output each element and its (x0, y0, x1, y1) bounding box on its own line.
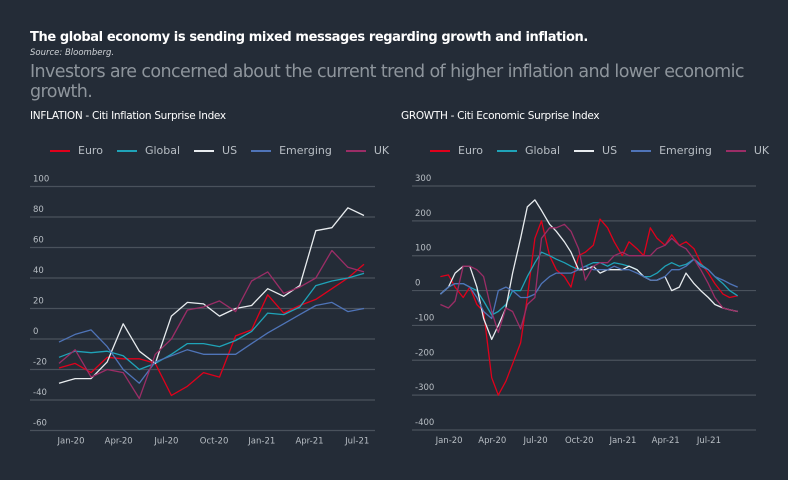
series-line-global (439, 251, 739, 316)
legend-swatch (430, 149, 450, 152)
y-tick-label: 0 (33, 327, 38, 337)
legend-label: US (602, 144, 618, 157)
growth-chart-title: GROWTH - Citi Economic Surprise Index (401, 110, 600, 122)
y-tick-label: -400 (415, 418, 434, 428)
growth-legend: Euro Global US Emerging UK (430, 144, 769, 157)
source-note: Source: Bloomberg. (30, 48, 115, 58)
y-tick-label: 20 (33, 297, 44, 307)
legend-item-uk: UK (725, 144, 770, 157)
legend-label: Euro (78, 144, 103, 157)
series-line-us (58, 207, 365, 384)
legend-item-global: Global (116, 144, 181, 157)
series-line-global (58, 272, 365, 371)
legend-label: US (222, 144, 238, 157)
series-line-euro (440, 218, 738, 396)
legend-swatch (50, 149, 70, 152)
y-tick-label: 300 (415, 174, 431, 184)
x-tick-label: Jan-21 (608, 436, 636, 446)
y-tick-label: 100 (415, 244, 431, 254)
y-tick-label: 40 (33, 266, 44, 276)
legend-label: Global (144, 144, 181, 157)
series-line-emerging (58, 301, 365, 384)
legend-item-euro: Euro (50, 144, 103, 157)
legend-swatch (631, 149, 652, 152)
y-tick-label: -300 (415, 383, 434, 393)
legend-item-euro: Euro (430, 144, 483, 157)
x-tick-label: Oct-20 (565, 436, 594, 446)
x-tick-label: Jul-21 (344, 437, 369, 447)
legend-label: Emerging (279, 144, 332, 157)
x-tick-label: Jan-20 (57, 437, 85, 447)
y-tick-label: -100 (415, 313, 434, 323)
legend-label: Global (524, 144, 561, 157)
legend-item-uk: UK (345, 144, 390, 157)
series-line-uk (440, 223, 738, 334)
y-tick-label: 0 (415, 279, 420, 289)
legend-swatch (194, 149, 215, 152)
page-title: The global economy is sending mixed mess… (30, 30, 588, 45)
x-tick-label: Apr-20 (105, 437, 133, 447)
legend-swatch (725, 149, 746, 152)
legend-swatch (251, 149, 272, 152)
legend-label: UK (753, 144, 770, 157)
y-tick-label: -40 (33, 388, 47, 398)
legend-swatch (496, 149, 517, 152)
series-line-euro (58, 263, 365, 397)
x-tick-label: Apr-21 (652, 436, 680, 446)
legend-label: Euro (458, 144, 483, 157)
legend-swatch (574, 149, 595, 152)
y-tick-label: -200 (415, 348, 434, 358)
legend-item-emerging: Emerging (631, 144, 712, 157)
legend-item-us: US (574, 144, 617, 157)
y-tick-label: 100 (33, 175, 49, 185)
x-tick-label: Jul-20 (153, 437, 178, 447)
y-tick-label: 60 (33, 236, 44, 246)
x-tick-label: Apr-21 (295, 437, 323, 447)
page-subtitle: Investors are concerned about the curren… (30, 62, 744, 102)
y-tick-label: -60 (33, 419, 47, 429)
series-line-emerging (439, 258, 738, 320)
series-line-uk (58, 249, 365, 400)
inflation-chart-title: INFLATION - Citi Inflation Surprise Inde… (30, 110, 226, 122)
x-tick-label: Apr-20 (478, 436, 506, 446)
legend-item-emerging: Emerging (251, 144, 332, 157)
legend-label: Emerging (659, 144, 712, 157)
y-tick-label: -20 (33, 358, 47, 368)
y-tick-label: 80 (33, 205, 44, 215)
inflation-chart: 100 80 60 40 20 0 -20 -40 -60 Jan-20 Apr-20 Jul-20 O… (30, 175, 375, 447)
x-tick-label: Jul-20 (522, 436, 547, 446)
y-tick-label: 200 (415, 209, 431, 219)
x-tick-label: Jan-20 (435, 436, 463, 446)
x-tick-label: Jan-21 (247, 437, 275, 447)
legend-label: UK (373, 144, 390, 157)
x-tick-label: Oct-20 (200, 437, 229, 447)
legend-swatch (116, 149, 137, 152)
legend-swatch (345, 149, 366, 152)
legend-item-global: Global (496, 144, 561, 157)
inflation-legend: Euro Global US Emerging UK (50, 144, 389, 157)
legend-item-us: US (194, 144, 237, 157)
x-tick-label: Jul-21 (696, 436, 721, 446)
